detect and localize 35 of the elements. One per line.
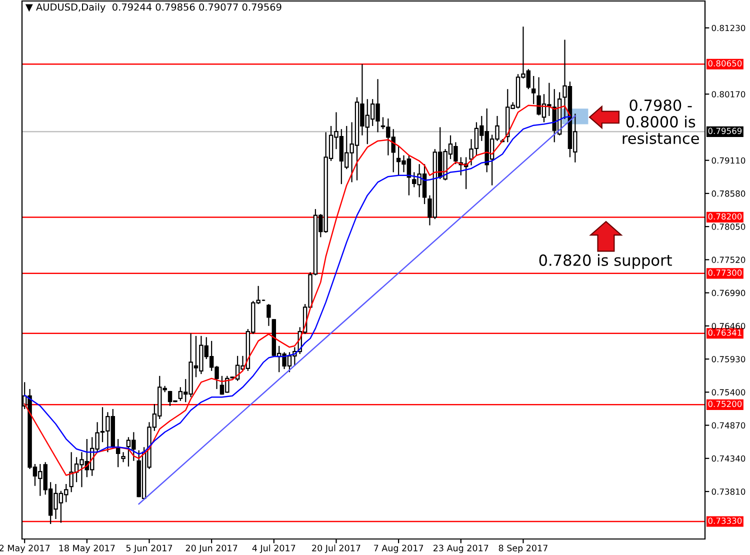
y-tick-label: 0.73810	[712, 488, 746, 495]
chart-title: ▼ AUDUSD,Daily 0.79244 0.79856 0.79077 0.79569	[25, 3, 282, 13]
x-tick-label: 5 Jun 2017	[126, 544, 172, 553]
x-tick-label: 20 Jun 2017	[186, 544, 238, 553]
y-tick-label: 0.77520	[712, 256, 746, 263]
candlestick	[266, 304, 271, 326]
ref-line-label: 0.75200	[708, 400, 742, 408]
y-tick-label: 0.75930	[712, 356, 746, 362]
ref-line-label: 0.79569	[708, 128, 742, 134]
y-tick-label: 0.80170	[712, 91, 746, 98]
x-tick-label: 4 Jul 2017	[252, 544, 296, 553]
ref-line-label: 0.78200	[708, 213, 742, 220]
y-tick-label: 0.74340	[712, 455, 746, 462]
candlestick	[116, 438, 120, 468]
y-tick-label: 0.79110	[712, 157, 746, 164]
ref-line-label: 0.77300	[708, 270, 742, 276]
y-tick-label: 0.74870	[712, 422, 746, 429]
y-tick-label: 0.78580	[712, 190, 746, 197]
x-tick-label: 23 Aug 2017	[434, 544, 488, 554]
candlestick	[121, 452, 126, 463]
y-tick-label: 0.76990	[712, 290, 746, 296]
x-tick-label: 7 Aug 2017	[374, 544, 424, 554]
y-tick-label: 0.81230	[712, 24, 746, 32]
x-tick-label: 20 Jul 2017	[312, 544, 360, 553]
annotation: 0.7820 is support	[539, 254, 672, 269]
candlestick	[531, 75, 536, 105]
y-tick-label: 0.78050	[712, 224, 746, 230]
y-tick-label: 0.75400	[712, 389, 746, 396]
x-tick-label: 8 Sep 2017	[498, 544, 548, 554]
ref-line-label: 0.80650	[708, 60, 742, 67]
text: 0.7980 - 0.8000 is resistance	[622, 99, 699, 144]
y-tick-label: 0.76460	[712, 322, 746, 330]
ref-line-label: 0.76341	[708, 329, 742, 336]
x-tick-label: 18 May 2017	[59, 544, 115, 554]
ref-line-label: 0.73330	[708, 518, 742, 524]
